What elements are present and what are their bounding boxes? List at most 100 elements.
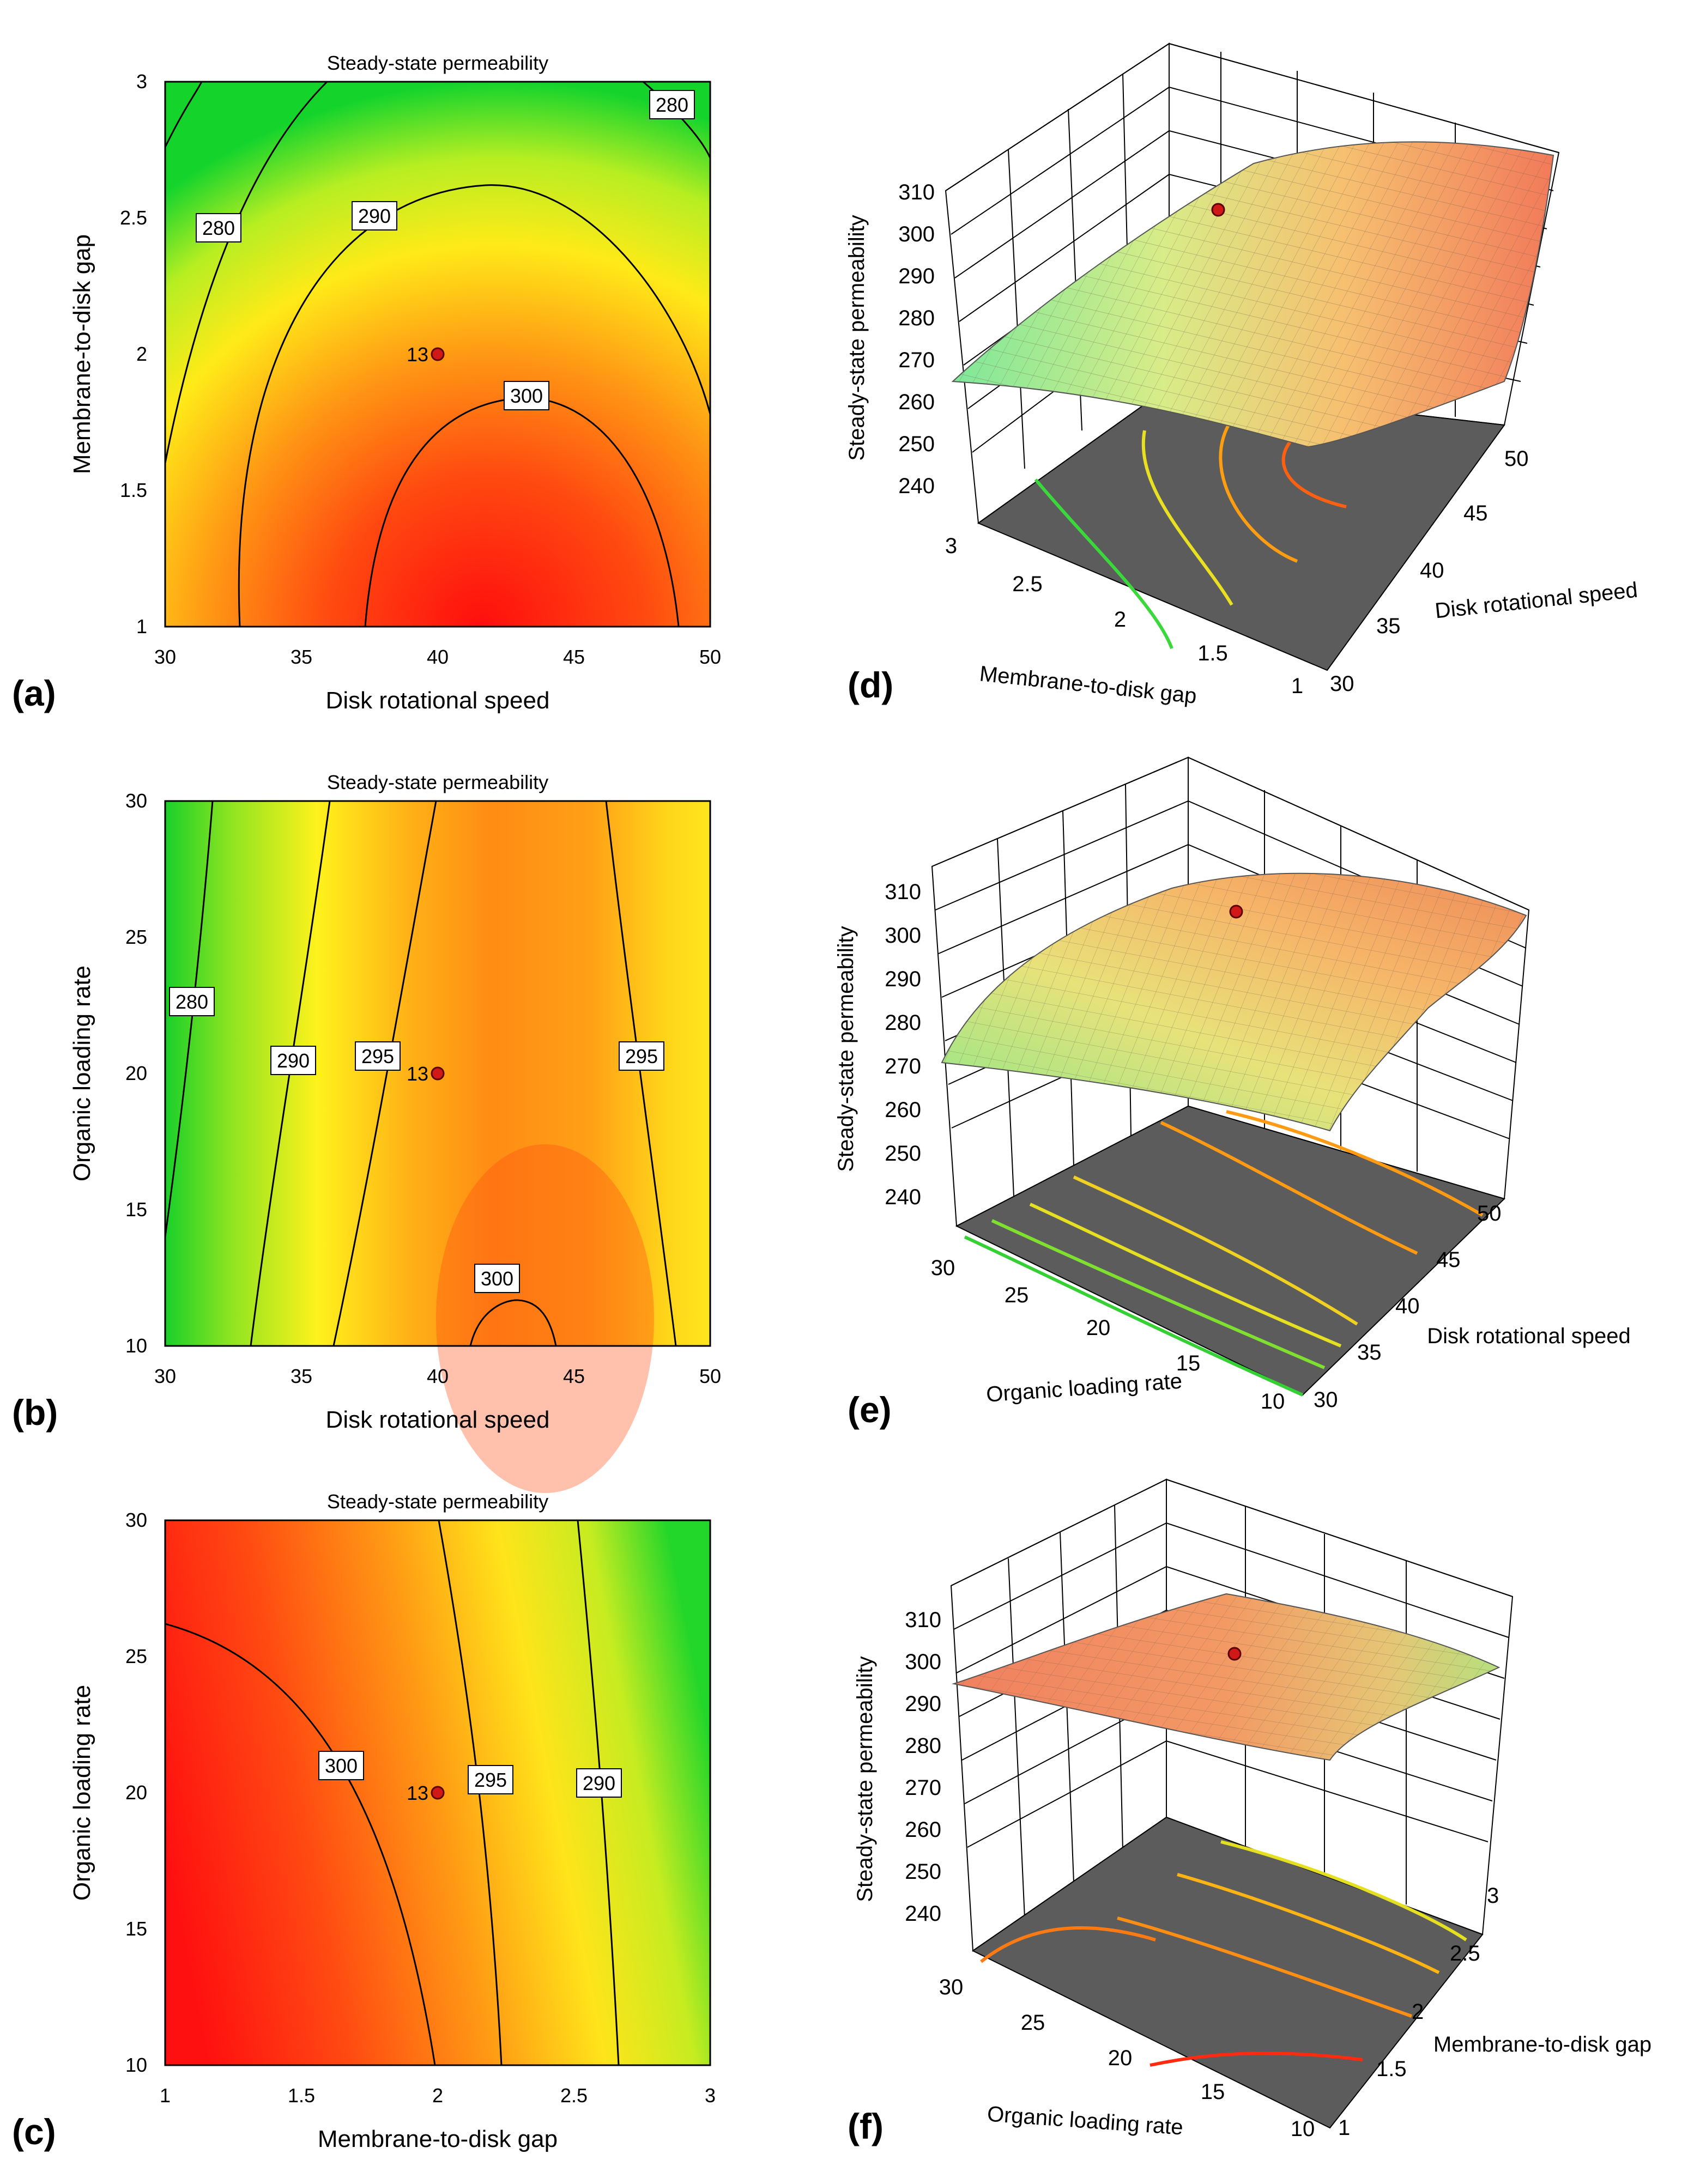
contour-label-280-b: 280 (176, 991, 208, 1013)
z-tick-e-6: 300 (885, 924, 921, 948)
panel-label-b: (b) (12, 1392, 58, 1433)
plot-frame-a (164, 81, 711, 628)
y-tick-d-3: 45 (1463, 501, 1488, 525)
x-tick-c-2: 2 (432, 2084, 443, 2107)
design-point-label-a: 13 (407, 343, 428, 366)
panel-d: 240 250 260 270 280 290 300 310 Steady-s… (845, 43, 1639, 708)
design-point-b (431, 1066, 445, 1081)
contour-label-295-left-b: 295 (361, 1045, 394, 1067)
x-tick-e-3: 15 (1176, 1351, 1201, 1375)
x-tick-e-2: 20 (1086, 1316, 1111, 1340)
x-tick-f-1: 25 (1021, 2011, 1045, 2035)
chart-title-c: Steady-state permeability (327, 1490, 548, 1513)
x-tick-f-2: 20 (1108, 2046, 1133, 2070)
z-ticks-e: 240 250 260 270 280 290 300 310 (885, 880, 921, 1209)
y-ticks-f: 1 1.5 2 2.5 3 (1338, 1884, 1499, 2140)
panel-label-d: (d) (848, 665, 893, 705)
contour-labels-c: 300 295 290 (318, 1751, 622, 1798)
z-ticks-d: 240 250 260 270 280 290 300 310 (898, 180, 935, 498)
design-point-label-b: 13 (407, 1063, 428, 1085)
contour-label-290-b: 290 (277, 1049, 310, 1072)
panel-a: 280 280 290 300 13 Steady-state permeabi… (12, 52, 721, 714)
x-tick-c-0: 1 (160, 2084, 171, 2107)
x-tick-a-0: 30 (154, 646, 176, 668)
x-tick-d-4: 1 (1291, 674, 1303, 698)
z-tick-e-5: 290 (885, 967, 921, 991)
design-point-f (1227, 1647, 1242, 1661)
x-tick-c-4: 3 (705, 2084, 716, 2107)
panel-f: 240 250 260 270 280 290 300 310 Steady-s… (848, 1478, 1651, 2146)
z-tick-d-7: 310 (898, 180, 935, 204)
y-tick-c-0: 10 (125, 2054, 147, 2076)
y-tick-e-2: 40 (1395, 1294, 1420, 1318)
chart-title-a: Steady-state permeability (327, 52, 548, 74)
x-tick-b-4: 50 (699, 1365, 721, 1387)
y-axis-label-b: Organic loading rate (69, 966, 95, 1181)
y-tick-c-1: 15 (125, 1918, 147, 1940)
z-tick-f-0: 240 (905, 1902, 941, 1926)
x-tick-c-3: 2.5 (560, 2084, 588, 2107)
y-tick-b-2: 20 (125, 1062, 147, 1084)
floor-contours-f (980, 1840, 1467, 2067)
y-tick-f-3: 2.5 (1450, 1942, 1480, 1965)
panel-label-f: (f) (848, 2106, 884, 2146)
y-tick-d-0: 30 (1330, 672, 1354, 696)
y-tick-f-4: 3 (1487, 1884, 1499, 1908)
x-axis-label-c: Membrane-to-disk gap (318, 2126, 558, 2152)
plot-frame-b (164, 800, 711, 1347)
y-tick-b-4: 30 (125, 790, 147, 812)
chart-title-b: Steady-state permeability (327, 771, 548, 793)
x-tick-e-1: 25 (1005, 1283, 1029, 1307)
z-tick-e-1: 250 (885, 1142, 921, 1166)
floor-contours-e (964, 1110, 1484, 1397)
x-ticks-a: 30 35 40 45 50 (154, 646, 721, 668)
z-axis-label-f: Steady-state permeability (853, 1656, 877, 1902)
x-ticks-f: 30 25 20 15 10 (939, 1975, 1315, 2141)
floor-d (977, 386, 1505, 671)
z-tick-f-4: 280 (905, 1734, 941, 1758)
z-tick-e-3: 270 (885, 1054, 921, 1078)
z-tick-d-0: 240 (898, 474, 935, 498)
x-tick-b-1: 35 (291, 1365, 312, 1387)
z-tick-d-1: 250 (898, 432, 935, 456)
design-point-e (1229, 905, 1243, 919)
x-tick-b-0: 30 (154, 1365, 176, 1387)
y-axis-label-c: Organic loading rate (69, 1685, 95, 1901)
y-tick-a-2: 2 (136, 343, 147, 365)
y-tick-f-2: 2 (1412, 2000, 1424, 2024)
x-tick-c-1: 1.5 (288, 2084, 315, 2107)
contour-line-295-right-b (605, 800, 677, 1346)
z-tick-f-7: 310 (905, 1608, 941, 1632)
y-tick-d-2: 40 (1420, 559, 1444, 583)
x-ticks-e: 30 25 20 15 10 (931, 1256, 1285, 1413)
panel-label-a: (a) (12, 673, 56, 713)
x-tick-b-2: 40 (427, 1365, 449, 1387)
contour-label-295-right-b: 295 (625, 1045, 658, 1067)
x-ticks-c: 1 1.5 2 2.5 3 (160, 2084, 716, 2107)
contour-line-300-b (469, 1299, 557, 1346)
x-tick-d-1: 2.5 (1012, 572, 1043, 596)
z-tick-f-3: 270 (905, 1776, 941, 1800)
design-point-d (1211, 203, 1225, 217)
contour-label-295-c: 295 (474, 1769, 507, 1791)
z-tick-f-6: 300 (905, 1650, 941, 1674)
y-tick-a-3: 2.5 (120, 207, 147, 229)
x-tick-f-0: 30 (939, 1975, 964, 1999)
contour-line-280-left-2 (164, 81, 328, 464)
contour-hotspot-b (436, 1144, 654, 1493)
y-tick-a-1: 1.5 (120, 479, 147, 501)
x-tick-d-2: 2 (1114, 608, 1126, 632)
x-tick-b-3: 45 (563, 1365, 585, 1387)
floor-f (972, 1816, 1484, 2129)
contour-label-280-right: 280 (656, 94, 688, 116)
panel-c: 300 295 290 1 3 Steady-state permeability… (12, 1490, 716, 2152)
z-tick-e-2: 260 (885, 1098, 921, 1122)
contour-label-290: 290 (358, 205, 391, 227)
y-tick-a-4: 3 (136, 70, 147, 93)
design-point-a (431, 347, 445, 361)
z-tick-d-3: 270 (898, 348, 935, 372)
x-ticks-b: 30 35 40 45 50 (154, 1365, 721, 1387)
contour-line-295-left-b (332, 800, 437, 1346)
z-tick-f-1: 250 (905, 1860, 941, 1884)
contour-line-290 (238, 184, 711, 627)
